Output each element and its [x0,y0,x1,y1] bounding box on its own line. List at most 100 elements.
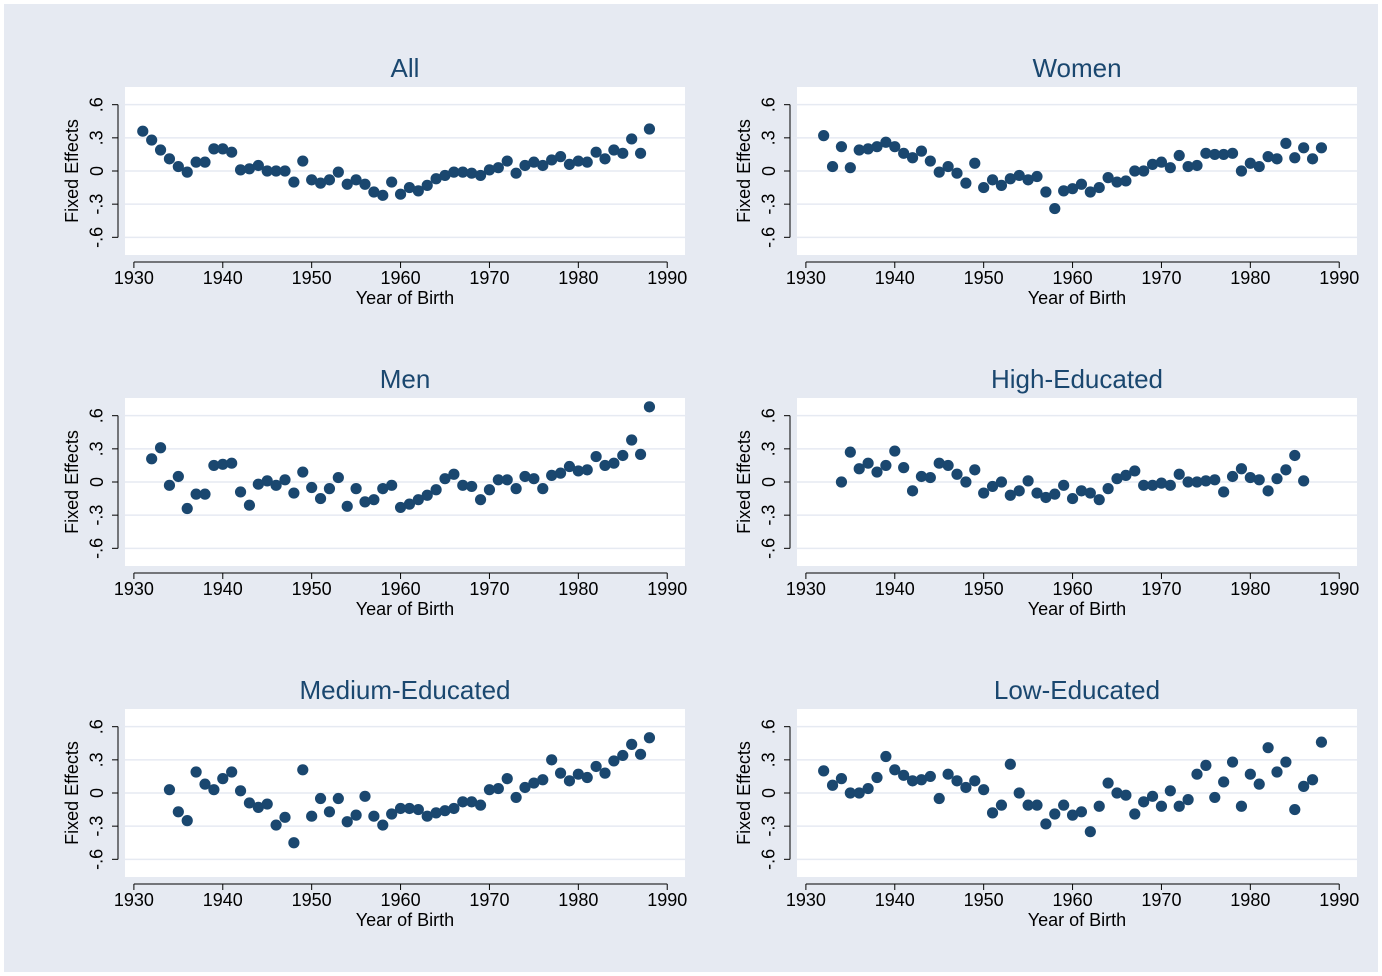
point [853,787,865,799]
point [995,799,1008,811]
point [1084,826,1096,838]
y-tick-label: -.6 [87,538,107,559]
point [1111,176,1123,188]
point [1013,169,1025,182]
point [403,181,416,194]
point [341,178,353,190]
point [288,176,300,188]
x-tick-label: 1990 [1319,890,1359,910]
y-tick-label: -.3 [759,194,779,215]
y-tick-label: .3 [87,441,107,456]
point [1173,468,1185,480]
y-tick-label: -.3 [87,505,107,526]
point [1226,147,1239,159]
point [1298,475,1310,487]
point [412,803,424,816]
point [581,464,593,476]
point [377,819,389,831]
point [1306,774,1319,786]
point [880,750,892,763]
point [270,819,282,831]
point [519,781,531,794]
point [1235,800,1248,812]
point [519,470,531,483]
point [818,130,830,142]
y-axis-title: Fixed Effects [62,430,82,534]
point [430,484,442,496]
point [599,459,611,472]
point [510,483,522,495]
y-tick-label: -.6 [759,227,779,248]
x-tick-label: 1950 [292,890,332,910]
point [826,160,839,173]
point [1262,151,1274,163]
point [1138,165,1150,177]
point [297,764,309,776]
x-tick-label: 1930 [786,890,826,910]
point [297,466,309,478]
point [1209,474,1221,486]
point [626,133,638,145]
point [1244,768,1256,780]
point [1226,756,1239,768]
point [617,749,629,762]
point [643,732,656,744]
x-tick-label: 1980 [1230,268,1270,288]
point [501,474,513,486]
point [279,165,291,177]
point [960,177,972,189]
point [386,479,398,491]
point [306,810,318,822]
point [1280,464,1292,476]
point [1058,479,1070,491]
point [546,154,558,166]
point [942,459,954,472]
point [359,790,371,802]
point [1235,463,1248,475]
point [862,457,874,469]
point [492,782,504,795]
point [172,470,184,483]
point [1164,785,1176,797]
y-tick-label: -.3 [87,194,107,215]
point [563,158,576,170]
x-tick-label: 1950 [964,579,1004,599]
point [1102,172,1114,184]
panel: -.6 -.3 0 .3 .6 Fixed Effects 1930 1940 1950 1960… [62,364,687,619]
point [528,156,540,168]
point [1120,175,1132,187]
point [590,146,602,158]
point [634,147,647,159]
point [386,176,398,188]
x-axis-title: Year of Birth [1028,288,1126,308]
point [501,773,513,785]
point [590,760,602,773]
point [208,459,220,472]
point [995,476,1008,488]
panel: -.6 -.3 0 .3 .6 Fixed Effects 1930 1940 1950 1960… [734,364,1359,619]
x-tick-label: 1960 [381,268,421,288]
point [1218,148,1230,161]
point [1049,808,1061,820]
point [474,169,487,182]
point [350,483,362,495]
point [181,815,193,827]
x-tick-label: 1940 [875,890,915,910]
point [394,501,407,514]
point [252,159,264,172]
point [906,775,919,787]
x-tick-label: 1940 [203,268,243,288]
point [1102,777,1114,789]
point [137,125,149,137]
point [1253,778,1265,790]
x-tick-label: 1930 [114,268,154,288]
x-axis-title: Year of Birth [1028,910,1126,930]
point [871,771,883,784]
point [978,784,990,796]
point [1120,469,1132,481]
point [1253,474,1265,486]
point [1075,806,1088,818]
point [332,792,344,805]
point [835,476,848,488]
point [146,134,158,146]
